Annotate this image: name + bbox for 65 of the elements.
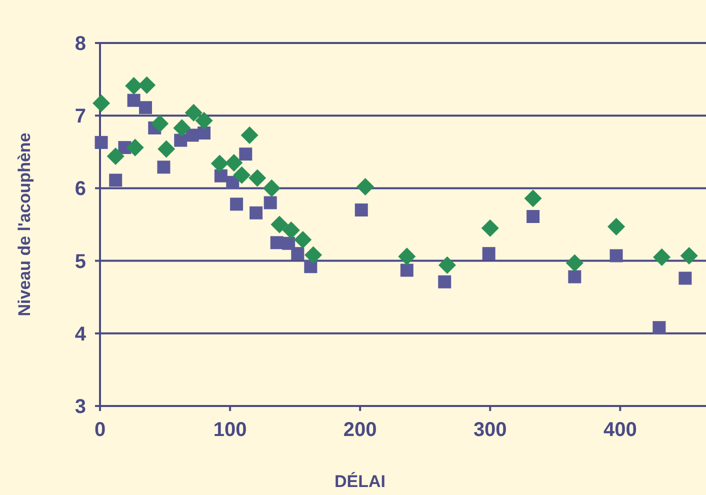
point [678,272,692,285]
point [282,222,300,240]
point [158,140,176,158]
point [398,248,416,266]
y-tick-label: 3 [74,396,86,418]
x-tick-label: 0 [94,419,106,441]
point [652,321,666,334]
point [109,174,122,187]
point [438,256,456,274]
point [568,270,582,284]
point [94,136,108,149]
point [138,76,156,94]
y-tick-label: 5 [74,250,86,273]
point [125,77,143,95]
point [400,264,414,277]
x-tick-label: 100 [213,419,247,441]
point [356,178,374,196]
point [230,198,244,211]
point [240,126,258,144]
point [304,260,318,274]
point [250,206,263,220]
point [680,246,698,264]
point [481,219,499,237]
point [173,119,191,137]
point [607,218,626,236]
x-axis-title: DÉLAI [334,471,386,491]
point [151,114,169,132]
point [610,249,623,262]
point [239,148,252,161]
point [174,134,188,147]
x-tick-label: 200 [343,419,377,441]
point [291,247,304,260]
point [195,112,213,130]
x-tick-label: 300 [473,419,507,441]
y-tick-label: 8 [74,33,86,55]
y-tick-label: 6 [74,178,86,200]
point [438,275,452,288]
point [262,179,280,197]
point [225,154,243,172]
point [653,248,671,266]
point [482,247,496,260]
point [354,203,368,216]
point [264,196,277,210]
point [127,94,140,107]
y-tick-label: 4 [74,323,87,346]
point [232,166,251,184]
point [526,210,540,224]
point [139,101,152,114]
point [106,147,124,166]
point [524,190,542,208]
point [92,94,110,112]
y-axis-title: Niveau de l'acouphène [15,132,34,316]
point [294,230,312,249]
point [270,216,288,234]
point [198,126,211,140]
point [157,160,170,174]
y-tick-label: 7 [74,106,86,128]
point [566,254,584,272]
point [184,104,202,122]
point [226,176,240,189]
point [210,154,228,172]
point [248,169,266,187]
x-tick-label: 400 [603,419,637,441]
point [304,246,322,264]
point [126,138,144,156]
